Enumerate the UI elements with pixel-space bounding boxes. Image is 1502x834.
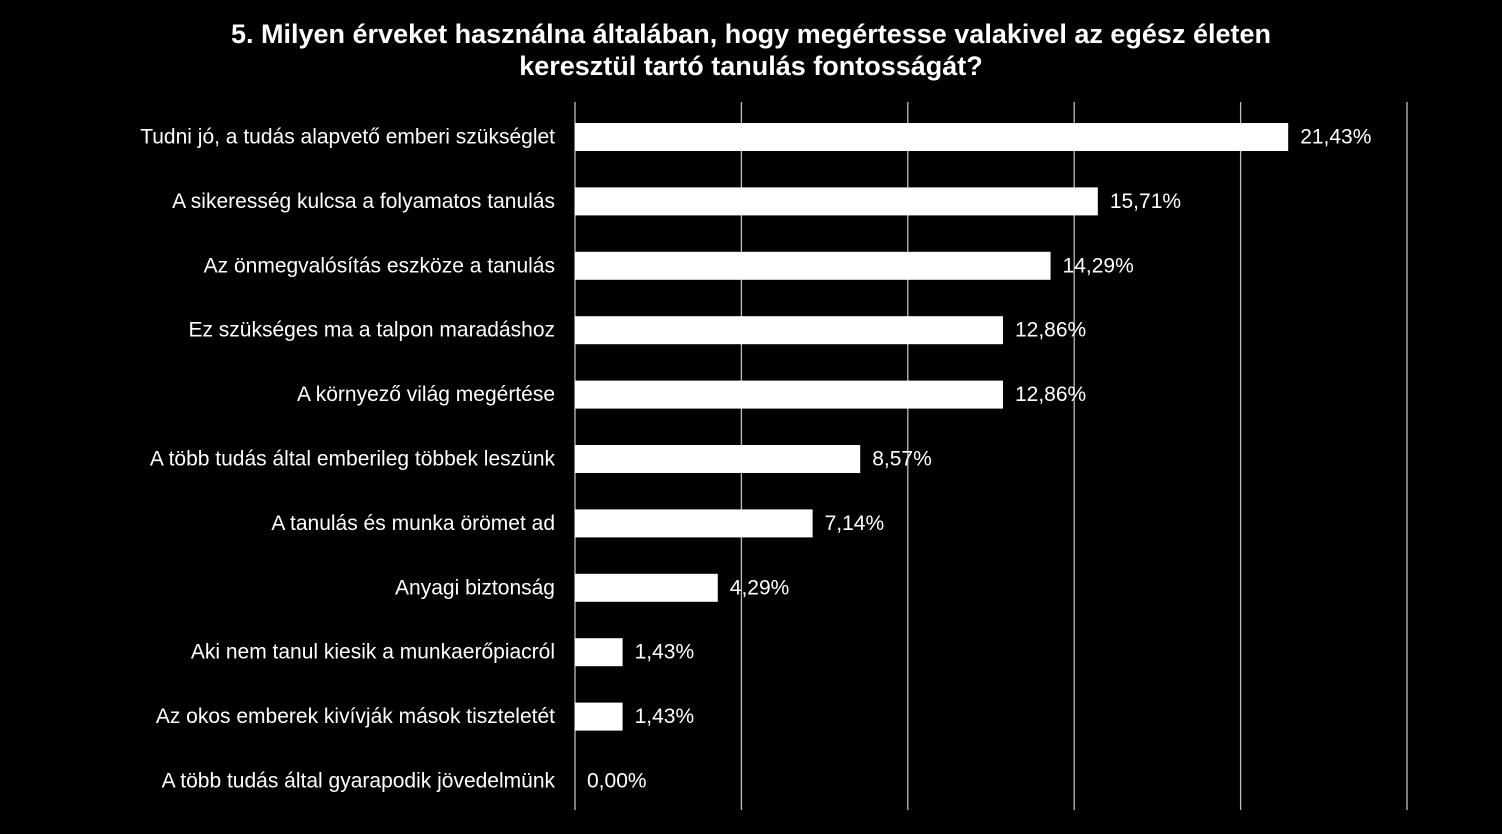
- bar: [575, 380, 1003, 409]
- data-label: 1,43%: [635, 641, 695, 664]
- category-label: Anyagi biztonság: [395, 576, 555, 599]
- category-label: Ez szükséges ma a talpon maradáshoz: [188, 319, 555, 342]
- data-label: 7,14%: [825, 512, 885, 535]
- data-label: 12,86%: [1015, 383, 1086, 406]
- category-label: Aki nem tanul kiesik a munkaerőpiacról: [191, 641, 555, 664]
- data-label: 0,00%: [587, 770, 647, 793]
- bar: [575, 316, 1003, 345]
- chart-title-line-2: keresztül tartó tanulás fontosságát?: [519, 51, 983, 81]
- bar: [575, 187, 1098, 216]
- category-label: A több tudás által emberileg többek lesz…: [150, 448, 556, 471]
- chart-title-line-1: 5. Milyen érveket használna általában, h…: [230, 19, 1271, 49]
- category-label: Az önmegvalósítás eszköze a tanulás: [204, 254, 555, 277]
- bar: [575, 251, 1051, 280]
- category-label: A környező világ megértése: [297, 383, 555, 406]
- data-label: 21,43%: [1300, 126, 1371, 149]
- category-label: A tanulás és munka örömet ad: [271, 512, 555, 535]
- data-label: 15,71%: [1110, 190, 1181, 213]
- bar: [575, 509, 813, 538]
- bars: [575, 123, 1289, 731]
- data-label: 12,86%: [1015, 319, 1086, 342]
- bar: [575, 573, 718, 602]
- category-label: Az okos emberek kivívják mások tisztelet…: [156, 705, 555, 728]
- data-label: 4,29%: [730, 576, 790, 599]
- data-label: 1,43%: [635, 705, 695, 728]
- data-label: 8,57%: [872, 448, 932, 471]
- chart-title: 5. Milyen érveket használna általában, h…: [0, 18, 1502, 82]
- bar: [575, 702, 623, 731]
- category-labels: Tudni jó, a tudás alapvető emberi szüksé…: [140, 126, 555, 793]
- bar: [575, 638, 623, 667]
- data-label: 14,29%: [1063, 254, 1134, 277]
- bar: [575, 445, 861, 473]
- category-label: A sikeresség kulcsa a folyamatos tanulás: [172, 190, 555, 213]
- bar: [575, 123, 1289, 151]
- category-label: A több tudás által gyarapodik jövedelmün…: [162, 770, 556, 793]
- value-labels: 21,43% 15,71% 14,29% 12,86% 12,86% 8,57% 7,14%…: [587, 126, 1371, 793]
- category-label: Tudni jó, a tudás alapvető emberi szüksé…: [140, 126, 555, 149]
